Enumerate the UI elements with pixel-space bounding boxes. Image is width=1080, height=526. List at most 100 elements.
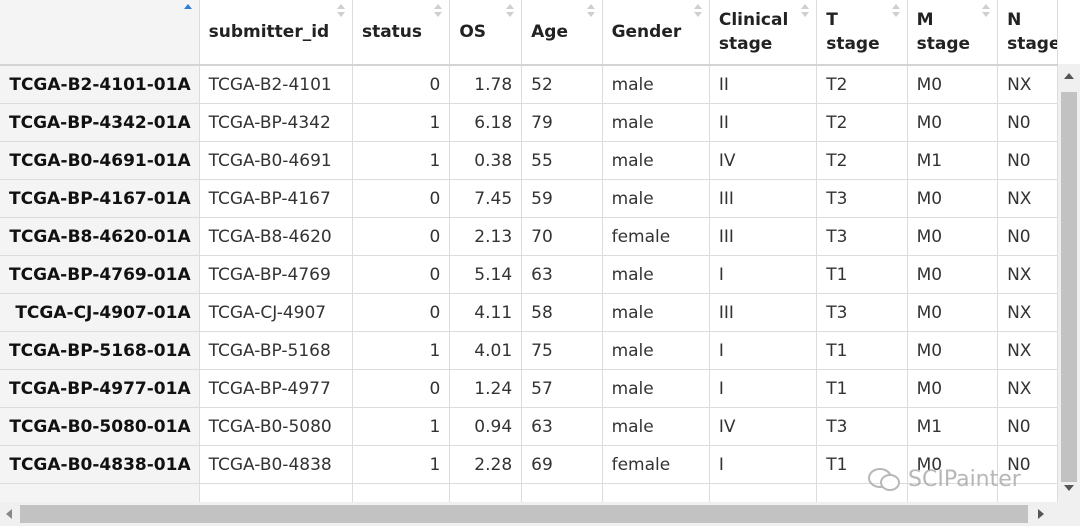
table-cell: TCGA-B0-4838 xyxy=(199,445,353,484)
table-cell: male xyxy=(602,255,710,294)
row-name-cell: TCGA-BP-4342-01A xyxy=(0,103,200,142)
table-cell xyxy=(352,483,451,502)
table-cell: male xyxy=(602,369,710,408)
table-row[interactable]: TCGA-CJ-4907-01A TCGA-CJ-4907 0 4.11 58 male I… xyxy=(0,293,1058,332)
sort-icon xyxy=(506,4,515,20)
table-cell: II xyxy=(709,65,818,104)
sort-icon xyxy=(336,4,345,20)
table-row[interactable]: TCGA-B2-4101-01A TCGA-B2-4101 0 1.78 52 male I… xyxy=(0,65,1058,104)
column-header-os[interactable]: OS xyxy=(449,0,523,66)
table-cell: T3 xyxy=(816,217,908,256)
table-row[interactable]: TCGA-BP-4977-01A TCGA-BP-4977 0 1.24 57 male I… xyxy=(0,369,1058,408)
column-header-clinical-stage[interactable]: Clinical stage xyxy=(709,0,818,66)
vertical-scroll-thumb[interactable] xyxy=(1061,92,1077,482)
table-cell: T3 xyxy=(816,179,908,218)
sort-icon xyxy=(982,4,991,20)
sort-icon xyxy=(891,4,900,20)
table-cell: 5.14 xyxy=(449,255,523,294)
table-cell: TCGA-B8-4620 xyxy=(199,217,353,256)
table-row[interactable]: TCGA-B0-4838-01A TCGA-B0-4838 1 2.28 69 femal… xyxy=(0,445,1058,484)
table-cell: TCGA-BP-5168 xyxy=(199,331,353,370)
column-header-submitter-id[interactable]: submitter_id xyxy=(199,0,353,66)
table-cell: 69 xyxy=(521,445,603,484)
table-cell: M0 xyxy=(907,217,999,256)
table-cell: female xyxy=(602,445,710,484)
column-header-age[interactable]: Age xyxy=(521,0,603,66)
table-cell: 2.28 xyxy=(449,445,523,484)
table-cell: M0 xyxy=(907,445,999,484)
table-cell: 7.45 xyxy=(449,179,523,218)
table-cell: N0 xyxy=(997,141,1058,180)
table-cell: T1 xyxy=(816,331,908,370)
table-viewport[interactable]: submitter_id status OS Age Gender Clinic… xyxy=(0,0,1058,502)
row-name-cell: TCGA-BP-5168-01A xyxy=(0,331,200,370)
table-row[interactable]: TCGA-BP-4167-01A TCGA-BP-4167 0 7.45 59 male I… xyxy=(0,179,1058,218)
table-cell: 1 xyxy=(352,141,451,180)
scroll-up-arrow-icon[interactable] xyxy=(1064,73,1074,79)
table-cell: male xyxy=(602,179,710,218)
table-cell: M0 xyxy=(907,179,999,218)
table-cell: 6.18 xyxy=(449,103,523,142)
table-cell: NX xyxy=(997,331,1058,370)
table-cell: TCGA-BP-4977 xyxy=(199,369,353,408)
table-cell: 75 xyxy=(521,331,603,370)
table-row[interactable] xyxy=(0,483,1058,502)
column-header-rownames[interactable] xyxy=(0,0,200,66)
row-name-cell: TCGA-B2-4101-01A xyxy=(0,65,200,104)
table-cell: 63 xyxy=(521,407,603,446)
table-cell: male xyxy=(602,331,710,370)
table-cell: M0 xyxy=(907,65,999,104)
table-cell: T3 xyxy=(816,293,908,332)
table-cell: 1 xyxy=(352,407,451,446)
table-cell xyxy=(602,483,710,502)
row-name-cell: TCGA-B8-4620-01A xyxy=(0,217,200,256)
column-header-m-stage[interactable]: M stage xyxy=(907,0,999,66)
table-cell: T1 xyxy=(816,255,908,294)
scroll-down-arrow-icon[interactable] xyxy=(1064,485,1074,491)
table-cell: M0 xyxy=(907,293,999,332)
column-header-status[interactable]: status xyxy=(352,0,451,66)
table-cell: 0 xyxy=(352,293,451,332)
sort-icon xyxy=(586,4,595,20)
table-cell: T1 xyxy=(816,369,908,408)
table-cell: 0 xyxy=(352,179,451,218)
table-cell: NX xyxy=(997,179,1058,218)
table-cell: 58 xyxy=(521,293,603,332)
watermark-text: SCIPainter xyxy=(908,466,1021,492)
table-row[interactable]: TCGA-BP-4342-01A TCGA-BP-4342 1 6.18 79 male I… xyxy=(0,103,1058,142)
table-cell: T2 xyxy=(816,103,908,142)
table-cell: NX xyxy=(997,293,1058,332)
scroll-right-arrow-icon[interactable] xyxy=(1038,509,1044,519)
scroll-left-arrow-icon[interactable] xyxy=(6,509,12,519)
table-cell: 63 xyxy=(521,255,603,294)
table-cell xyxy=(709,483,818,502)
table-cell: 0 xyxy=(352,217,451,256)
table-cell: TCGA-BP-4342 xyxy=(199,103,353,142)
vertical-scrollbar[interactable] xyxy=(1058,64,1080,502)
row-name-cell: TCGA-CJ-4907-01A xyxy=(0,293,200,332)
table-cell: I xyxy=(709,445,818,484)
table-row[interactable]: TCGA-B0-5080-01A TCGA-B0-5080 1 0.94 63 male I… xyxy=(0,407,1058,446)
table-row[interactable]: TCGA-B8-4620-01A TCGA-B8-4620 0 2.13 70 femal… xyxy=(0,217,1058,256)
table-cell: 79 xyxy=(521,103,603,142)
table-row[interactable]: TCGA-BP-4769-01A TCGA-BP-4769 0 5.14 63 male I… xyxy=(0,255,1058,294)
data-table: submitter_id status OS Age Gender Clinic… xyxy=(0,0,1058,502)
table-cell: TCGA-B2-4101 xyxy=(199,65,353,104)
table-cell: 4.11 xyxy=(449,293,523,332)
table-cell: M0 xyxy=(907,103,999,142)
column-header-n-stage[interactable]: N stage xyxy=(997,0,1058,66)
horizontal-scroll-thumb[interactable] xyxy=(20,505,1028,523)
table-cell: male xyxy=(602,65,710,104)
column-header-t-stage[interactable]: T stage xyxy=(816,0,908,66)
table-cell: M0 xyxy=(907,331,999,370)
table-row[interactable]: TCGA-BP-5168-01A TCGA-BP-5168 1 4.01 75 male I… xyxy=(0,331,1058,370)
table-cell: female xyxy=(602,217,710,256)
table-cell: NX xyxy=(997,255,1058,294)
row-name-cell: TCGA-B0-4691-01A xyxy=(0,141,200,180)
table-cell: IV xyxy=(709,141,818,180)
column-header-gender[interactable]: Gender xyxy=(602,0,710,66)
table-cell: 55 xyxy=(521,141,603,180)
horizontal-scrollbar[interactable] xyxy=(0,502,1080,526)
table-cell: 52 xyxy=(521,65,603,104)
table-row[interactable]: TCGA-B0-4691-01A TCGA-B0-4691 1 0.38 55 male I… xyxy=(0,141,1058,180)
